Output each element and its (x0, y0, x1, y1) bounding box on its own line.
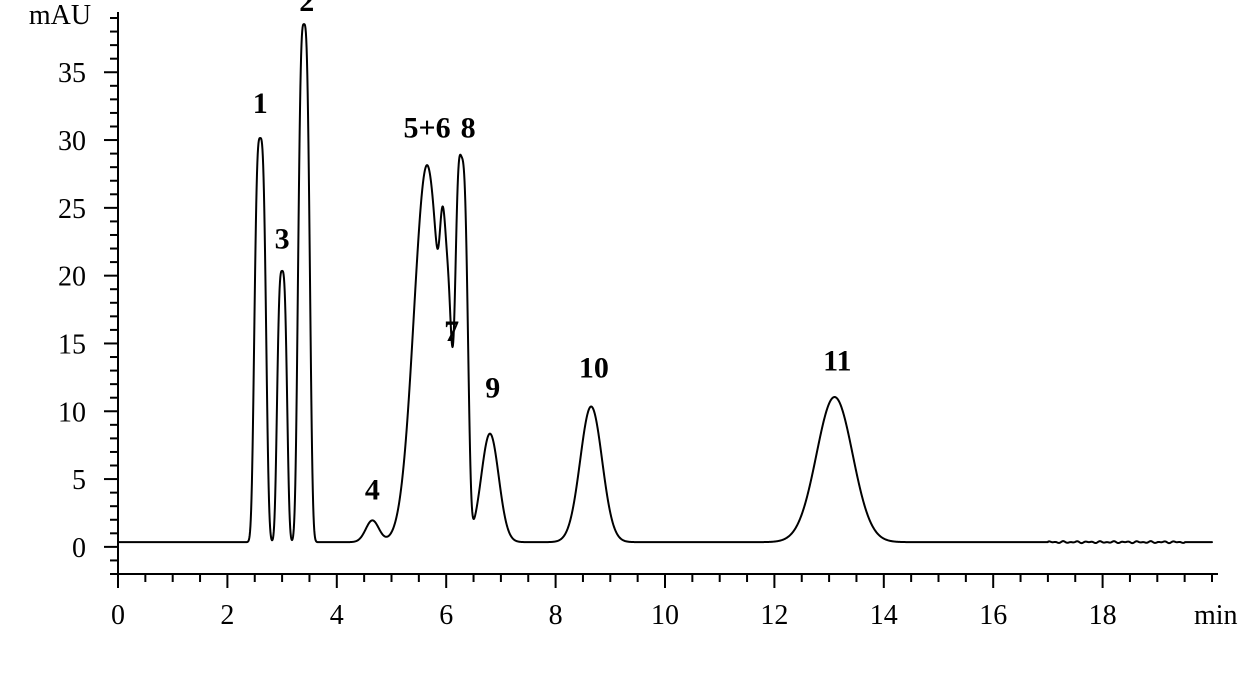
peak-label: 1 (253, 87, 268, 120)
y-axis-unit-label: mAU (29, 0, 91, 31)
peak-label: 3 (275, 223, 290, 256)
peak-label: 2 (299, 0, 314, 18)
peak-label: 8 (461, 111, 476, 144)
x-tick-label: 0 (111, 600, 125, 631)
chart-svg: 0 2 4 6 8 10 12 14 16 18 min 0 5 10 15 20 25 30 35 mAU 1 3 2 4 5… (0, 0, 1239, 677)
y-tick-label: 20 (58, 262, 86, 293)
y-tick-label: 0 (72, 533, 86, 564)
y-tick-label: 5 (72, 465, 86, 496)
y-tick-label: 30 (58, 126, 86, 157)
x-tick-label: 18 (1089, 600, 1117, 631)
x-tick-label: 16 (979, 600, 1007, 631)
peak-label: 5+6 (404, 111, 451, 144)
peak-label: 7 (444, 315, 459, 348)
y-tick-label: 10 (58, 397, 86, 428)
x-tick-label: 2 (220, 600, 234, 631)
x-tick-label: 12 (760, 600, 788, 631)
y-ticks: 0 5 10 15 20 25 30 35 (58, 18, 118, 574)
peak-label: 4 (365, 473, 380, 506)
y-tick-label: 35 (58, 58, 86, 89)
x-tick-label: 6 (439, 600, 453, 631)
x-tick-label: 10 (651, 600, 679, 631)
peak-label: 9 (485, 372, 500, 405)
x-axis-unit-label: min (1194, 600, 1238, 631)
x-ticks: 0 2 4 6 8 10 12 14 16 18 (111, 574, 1212, 631)
peak-label: 10 (579, 351, 609, 384)
peak-label: 11 (823, 345, 851, 378)
y-tick-label: 15 (58, 329, 86, 360)
chromatogram-chart: { "chart": { "type": "line", "width_px":… (0, 0, 1239, 677)
y-tick-label: 25 (58, 194, 86, 225)
chromatogram-trace (118, 24, 1212, 543)
x-tick-label: 8 (549, 600, 563, 631)
peak-labels-group: 1 3 2 4 5+6 7 8 9 10 11 (253, 0, 852, 506)
x-tick-label: 14 (870, 600, 898, 631)
x-tick-label: 4 (330, 600, 344, 631)
